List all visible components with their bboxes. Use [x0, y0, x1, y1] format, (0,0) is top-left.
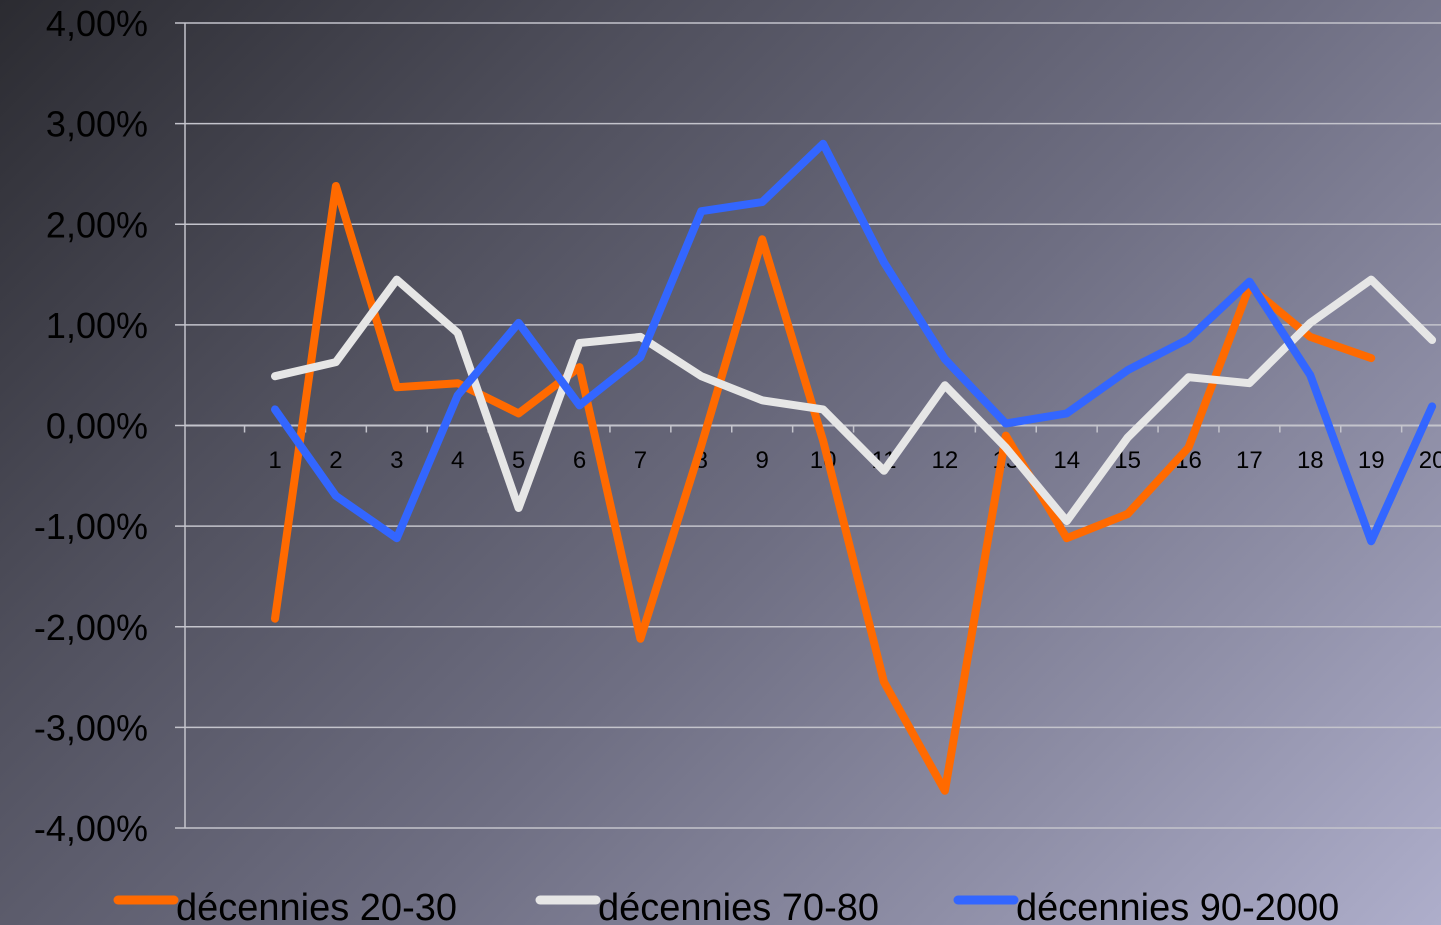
y-tick-label: 0,00%: [46, 406, 148, 447]
data-point: [1005, 435, 1007, 437]
legend-item-2: décennies 70-80: [535, 887, 879, 925]
data-point: [639, 336, 641, 338]
data-point: [457, 332, 459, 334]
data-point: [1066, 520, 1068, 522]
data-point: [700, 445, 702, 447]
legend-label: décennies 70-80: [598, 887, 879, 925]
data-point: [1127, 369, 1129, 371]
x-tick-label: 18: [1297, 447, 1324, 474]
data-point: [822, 143, 824, 145]
series-line: [271, 182, 1376, 795]
data-point: [1309, 322, 1311, 324]
data-point: [1127, 513, 1129, 515]
series-line: [271, 139, 1437, 546]
series-1: [271, 182, 1376, 795]
data-point: [1066, 412, 1068, 414]
y-tick-label: 1,00%: [46, 305, 148, 346]
x-tick-label: 6: [573, 447, 586, 474]
data-point: [822, 440, 824, 442]
data-point: [396, 386, 398, 388]
y-tick-label: 4,00%: [46, 3, 148, 44]
data-point: [396, 537, 398, 539]
x-tick-label: 14: [1053, 447, 1080, 474]
data-point: [639, 638, 641, 640]
series-3: [271, 139, 1437, 546]
data-point: [883, 470, 885, 472]
data-point: [1431, 339, 1433, 341]
data-point: [518, 322, 520, 324]
data-point: [518, 507, 520, 509]
data-point: [700, 375, 702, 377]
legend-item-1: décennies 20-30: [113, 887, 457, 925]
data-point: [1309, 374, 1311, 376]
data-point: [944, 384, 946, 386]
data-point: [761, 399, 763, 401]
data-point: [274, 618, 276, 620]
data-point: [518, 412, 520, 414]
data-point: [1370, 279, 1372, 281]
legend-label: décennies 90-2000: [1016, 887, 1339, 925]
y-tick-label: -1,00%: [34, 506, 148, 547]
y-tick-label: -3,00%: [34, 707, 148, 748]
data-point: [396, 279, 398, 281]
data-point: [883, 681, 885, 683]
data-point: [335, 185, 337, 187]
data-point: [944, 790, 946, 792]
x-tick-label: 12: [932, 447, 959, 474]
data-point: [1370, 540, 1372, 542]
legend-label: décennies 20-30: [176, 887, 457, 925]
x-tick-label: 5: [512, 447, 525, 474]
data-point: [274, 375, 276, 377]
series-lines: [271, 139, 1437, 795]
data-point: [1005, 447, 1007, 449]
data-point: [335, 361, 337, 363]
x-tick-label: 9: [756, 447, 769, 474]
x-tick-label: 2: [329, 447, 342, 474]
data-point: [1188, 338, 1189, 340]
series-line: [271, 275, 1437, 526]
data-point: [335, 495, 337, 497]
y-tick-label: 2,00%: [46, 204, 148, 245]
legend-item-3: décennies 90-2000: [953, 887, 1339, 925]
legend: décennies 20-30 décennies 70-80 décennies …: [113, 887, 1339, 925]
data-point: [1005, 422, 1007, 424]
x-tick-label: 17: [1236, 447, 1263, 474]
data-point: [761, 201, 763, 203]
y-tick-label: 3,00%: [46, 104, 148, 145]
data-point: [883, 261, 885, 263]
data-point: [1066, 537, 1068, 539]
x-tick-label: 7: [634, 447, 647, 474]
data-point: [944, 358, 946, 360]
data-point: [579, 404, 580, 406]
data-point: [822, 408, 824, 410]
data-point: [457, 382, 459, 384]
data-point: [1127, 437, 1129, 439]
x-tick-label: 4: [451, 447, 464, 474]
axes: [184, 23, 1441, 828]
data-point: [457, 394, 459, 396]
data-point: [1188, 447, 1189, 449]
data-point: [1309, 336, 1311, 338]
data-point: [639, 356, 641, 358]
x-axis-tick-labels: 1 2 3 4 5 6 7 8 9 10 11 12 13 14 15 16 17 18 19 20: [268, 447, 1441, 474]
data-point: [761, 238, 763, 240]
data-point: [700, 210, 702, 212]
y-tick-label: -2,00%: [34, 607, 148, 648]
data-point: [1431, 405, 1433, 407]
data-point: [1370, 357, 1372, 359]
y-axis-tick-labels: 4,00% 3,00% 2,00% 1,00% 0,00% -1,00% -2,00% -3,…: [34, 3, 148, 849]
data-point: [1188, 376, 1189, 378]
x-tick-label: 20: [1419, 447, 1441, 474]
data-point: [579, 342, 580, 344]
series-2: [271, 275, 1437, 526]
data-point: [1248, 382, 1250, 384]
x-tick-label: 3: [390, 447, 403, 474]
data-point: [579, 366, 580, 368]
x-tick-label: 1: [268, 447, 281, 474]
x-tick-label: 19: [1358, 447, 1385, 474]
y-tick-label: -4,00%: [34, 808, 148, 849]
data-point: [1248, 281, 1250, 283]
data-point: [274, 408, 276, 410]
